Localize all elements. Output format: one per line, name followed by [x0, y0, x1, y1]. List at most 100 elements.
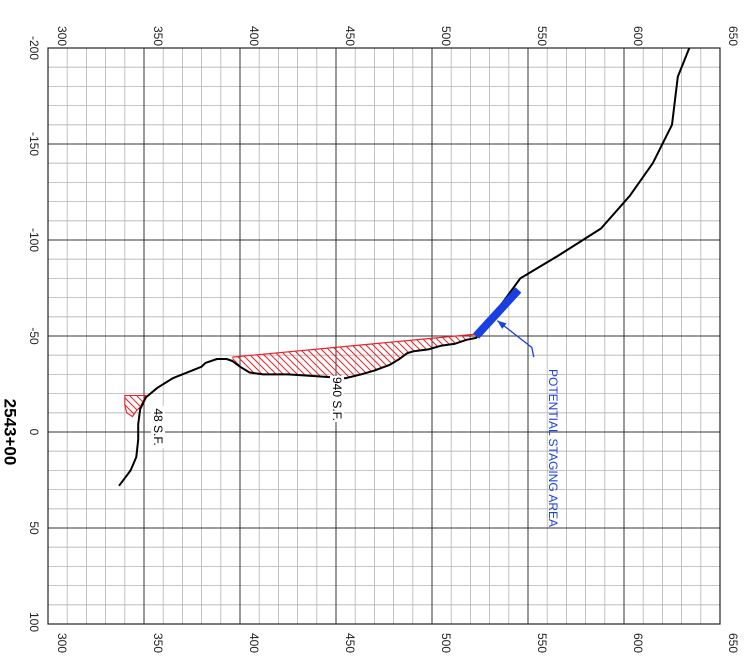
hatch-line: [124, 395, 146, 417]
hatch-line: [476, 0, 744, 663]
hatch-line: [232, 334, 477, 379]
hatch-line: [0, 0, 180, 663]
hatch-line: [124, 395, 146, 417]
hatch-line: [0, 0, 131, 663]
hatch-line: [293, 334, 477, 379]
hatch-line: [567, 0, 744, 663]
hatch-line: [124, 395, 146, 417]
hatch-line: [232, 334, 477, 379]
hatch-line: [232, 334, 349, 379]
hatch-line: [497, 0, 744, 663]
hatch-line: [147, 0, 744, 663]
hatch-line: [232, 334, 477, 379]
hatch-line: [124, 395, 146, 417]
hatch-line: [232, 334, 477, 379]
hatch-line: [483, 0, 744, 663]
hatch-line: [342, 334, 477, 379]
tick-label: 350: [151, 26, 165, 46]
hatch-line: [124, 395, 146, 417]
hatch-line: [0, 0, 103, 663]
hatch-line: [0, 0, 152, 663]
hatch-line: [672, 0, 744, 663]
hatch-line: [124, 395, 146, 417]
hatch-line: [232, 334, 477, 379]
tick-label: 400: [247, 26, 261, 46]
hatch-line: [232, 334, 370, 379]
fill-area-top-edge: [232, 333, 477, 358]
tick-label: 450: [343, 633, 357, 653]
hatch-line: [232, 334, 477, 379]
hatch-line: [232, 334, 477, 379]
hatch-line: [595, 0, 744, 663]
hatch-line: [232, 334, 477, 379]
hatch-line: [672, 0, 744, 663]
hatch-line: [124, 395, 146, 417]
hatch-line: [336, 0, 744, 663]
hatch-line: [232, 334, 477, 379]
hatch-line: [232, 334, 477, 379]
tick-label: 550: [535, 633, 549, 653]
hatch-line: [553, 0, 744, 663]
hatch-line: [124, 395, 146, 417]
staging-leader-arrowhead: [497, 320, 507, 329]
hatch-line: [124, 395, 146, 417]
hatch-line: [124, 395, 146, 417]
hatch-line: [252, 0, 744, 663]
hatch-line: [124, 395, 146, 417]
hatch-line: [203, 0, 744, 663]
hatch-line: [602, 0, 744, 663]
hatch-line: [232, 334, 477, 379]
hatch-line: [0, 0, 89, 663]
hatch-line: [232, 334, 477, 379]
hatch-line: [232, 334, 454, 379]
hatch-line: [539, 0, 744, 663]
hatch-line: [182, 0, 744, 663]
hatch-line: [0, 0, 54, 663]
hatch-line: [497, 0, 744, 663]
hatch-line: [124, 395, 146, 417]
hatch-line: [259, 0, 744, 663]
hatch-line: [0, 0, 110, 663]
hatch-line: [232, 334, 384, 379]
hatch-line: [124, 395, 146, 417]
hatch-line: [679, 0, 744, 663]
hatch-line: [721, 0, 744, 663]
hatch-line: [356, 334, 477, 379]
hatch-line: [707, 0, 744, 663]
hatch-line: [511, 0, 744, 663]
hatch-line: [231, 0, 744, 663]
tick-label: -50: [27, 327, 41, 345]
hatch-line: [0, 0, 5, 663]
hatch-line: [511, 0, 744, 663]
hatch-line: [265, 334, 477, 379]
hatch-line: [651, 0, 744, 663]
hatch-line: [602, 0, 744, 663]
hatch-line: [124, 395, 146, 417]
tick-label: 100: [27, 612, 41, 632]
hatch-line: [322, 0, 744, 663]
hatch-line: [232, 334, 477, 379]
hatch-line: [0, 0, 159, 663]
hatch-line: [700, 0, 744, 663]
label-staging: POTENTIAL STAGING AREA: [546, 369, 560, 527]
hatch-line: [314, 334, 477, 379]
hatch-line: [616, 0, 744, 663]
hatch-line: [0, 0, 110, 663]
tick-label: -200: [27, 36, 41, 60]
hatch-line: [124, 395, 146, 417]
hatch-line: [124, 395, 146, 417]
hatch-line: [124, 395, 146, 417]
hatch-line: [700, 0, 744, 663]
tick-label: 300: [55, 26, 69, 46]
plot-frame: [47, 47, 721, 625]
hatch-line: [232, 334, 314, 379]
hatch-line: [462, 0, 744, 663]
hatch-line: [124, 395, 146, 417]
hatch-line: [0, 0, 54, 663]
hatch-line: [232, 334, 477, 379]
offset-axis: -200 -150 -100 -50 0 50 100: [27, 36, 41, 632]
hatch-line: [232, 334, 477, 379]
hatch-line: [124, 395, 146, 417]
hatch-line: [616, 0, 744, 663]
